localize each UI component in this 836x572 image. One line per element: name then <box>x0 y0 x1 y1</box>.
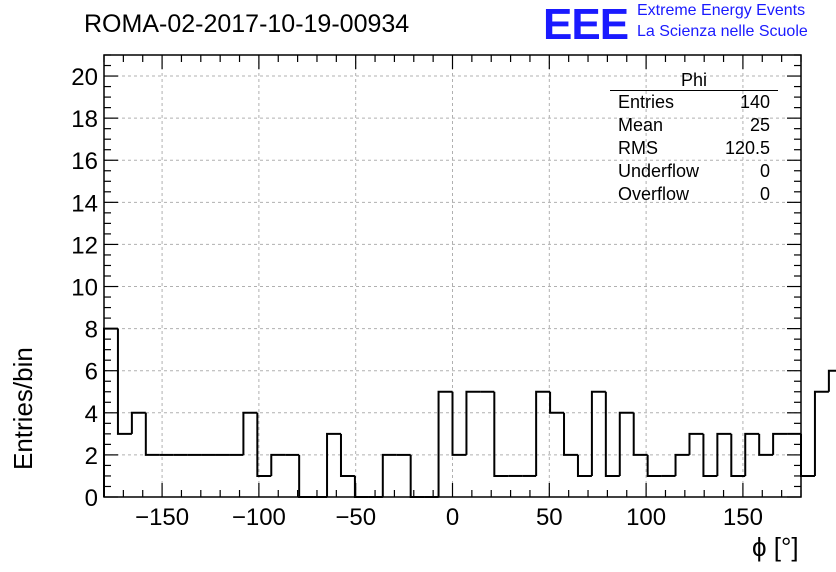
y-tick-label: 18 <box>71 106 98 133</box>
histogram-bin <box>646 454 662 477</box>
stat-key: Overflow <box>618 184 690 204</box>
y-tick-label: 16 <box>71 148 98 175</box>
histogram-bin <box>563 412 578 456</box>
histogram-bin <box>744 432 760 476</box>
stat-value: 140 <box>739 92 770 112</box>
histogram-bin <box>493 391 509 477</box>
tick-labels: −150 −100 −50 0 50 100 150 0 2 4 6 8 10 12 14 16 18 20 <box>71 64 763 531</box>
histogram-bin <box>632 412 648 456</box>
histogram-bin <box>590 390 606 476</box>
x-axis-label: ϕ [°] <box>752 532 799 562</box>
histogram-bin <box>353 475 369 498</box>
histogram-bin <box>800 433 815 477</box>
histogram-bin <box>688 432 704 455</box>
histogram-bin <box>772 432 788 455</box>
histogram-bin <box>702 433 718 477</box>
y-tick-label: 14 <box>71 190 98 217</box>
histogram-bin <box>130 411 146 434</box>
histogram-bin <box>381 453 397 497</box>
y-tick-label: 8 <box>85 317 98 344</box>
histogram-bin <box>242 411 258 455</box>
histogram-bin <box>827 369 836 392</box>
x-tick-label: 100 <box>626 504 666 531</box>
x-tick-label: 0 <box>446 504 459 531</box>
histogram-bin <box>409 454 425 498</box>
y-tick-label: 0 <box>85 485 98 512</box>
y-tick-label: 20 <box>71 64 98 91</box>
stat-value: 25 <box>749 115 770 135</box>
histogram-bin <box>535 390 551 476</box>
stat-value: 0 <box>759 184 770 204</box>
stat-key: Underflow <box>618 161 700 181</box>
stats-title: Phi <box>610 70 778 91</box>
stat-key: RMS <box>618 138 658 158</box>
histogram-bin <box>716 432 732 476</box>
histogram-bin <box>270 453 286 476</box>
stat-row-rms: RMS 120.5 <box>610 137 778 160</box>
stat-row-overflow: Overflow 0 <box>610 183 778 206</box>
stat-value: 0 <box>759 161 770 181</box>
histogram-bin <box>451 391 467 456</box>
histogram-bin <box>576 454 592 477</box>
histogram-bin <box>339 433 355 477</box>
histogram-bin <box>298 454 314 498</box>
histogram-bin <box>326 432 341 497</box>
stat-row-mean: Mean 25 <box>610 114 778 137</box>
x-tick-label: 150 <box>723 504 763 531</box>
x-tick-label: −50 <box>335 504 376 531</box>
y-tick-label: 10 <box>71 275 98 302</box>
eee-logo: EEE <box>543 0 629 49</box>
stat-key: Mean <box>618 115 664 135</box>
histogram-bin <box>549 391 565 414</box>
histogram-bin <box>144 412 160 456</box>
stat-value: 120.5 <box>724 138 770 158</box>
stats-box: Phi Entries 140 Mean 25 RMS 120.5 Underf… <box>610 70 778 206</box>
x-tick-label: 50 <box>536 504 563 531</box>
chart-title: ROMA-02-2017-10-19-00934 <box>84 10 410 38</box>
logo-line-1: Extreme Energy Events <box>637 2 806 19</box>
axis-ticks <box>103 54 802 498</box>
histogram-bin <box>256 412 272 477</box>
stat-row-underflow: Underflow 0 <box>610 160 778 183</box>
histogram-bin <box>730 433 746 477</box>
histogram-bin <box>674 453 690 476</box>
histogram-bin <box>618 411 634 476</box>
histogram-bin <box>116 328 132 435</box>
x-tick-label: −100 <box>232 504 286 531</box>
histogram-bin <box>604 391 620 477</box>
y-tick-label: 2 <box>85 443 98 470</box>
y-tick-label: 4 <box>85 401 98 428</box>
histogram-bin <box>813 390 829 476</box>
stat-key: Entries <box>618 92 675 112</box>
stat-row-entries: Entries 140 <box>610 91 778 114</box>
y-axis-label: Entries/bin <box>8 347 38 470</box>
histogram-bin <box>465 390 481 455</box>
y-tick-label: 6 <box>85 359 98 386</box>
y-tick-label: 12 <box>71 232 98 259</box>
histogram-bin <box>758 433 774 456</box>
histogram-bin <box>437 390 453 497</box>
logo-line-2: La Scienza nelle Scuole <box>637 23 808 40</box>
x-tick-label: −150 <box>135 504 189 531</box>
